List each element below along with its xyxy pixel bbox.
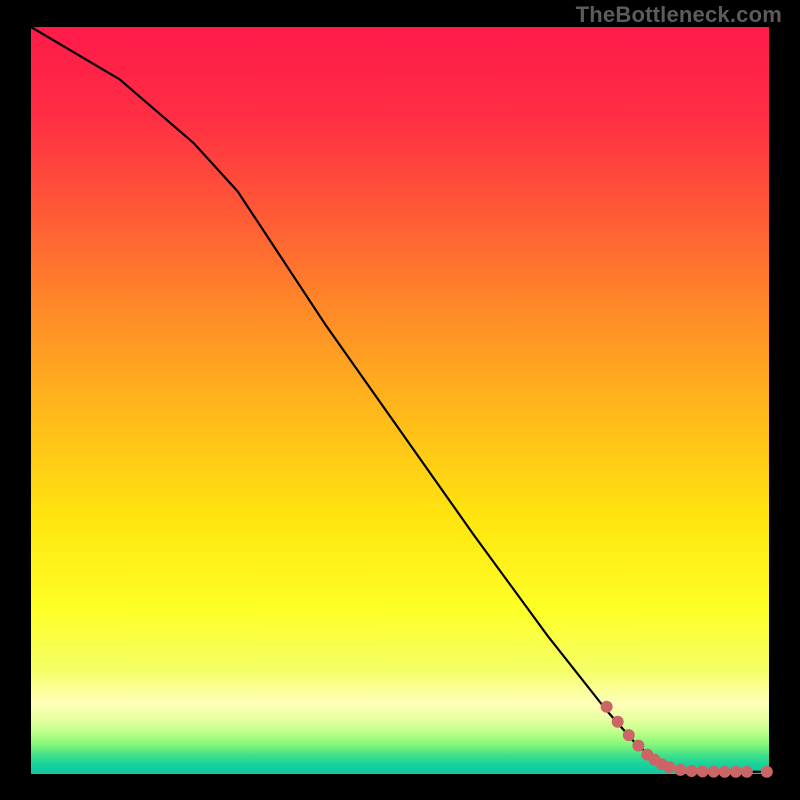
marker-dot — [697, 766, 708, 777]
marker-dot — [761, 766, 772, 777]
marker-dot — [741, 766, 752, 777]
marker-dot — [730, 766, 741, 777]
marker-dot — [708, 766, 719, 777]
watermark-text: TheBottleneck.com — [576, 2, 782, 28]
marker-dot — [623, 730, 634, 741]
marker-dot — [601, 701, 612, 712]
marker-dot — [675, 764, 686, 775]
marker-dot — [664, 762, 675, 773]
marker-dot — [633, 740, 644, 751]
marker-dot — [612, 716, 623, 727]
marker-dot — [719, 766, 730, 777]
marker-dot — [686, 766, 697, 777]
plot-background — [31, 27, 769, 774]
bottleneck-chart — [0, 0, 800, 800]
